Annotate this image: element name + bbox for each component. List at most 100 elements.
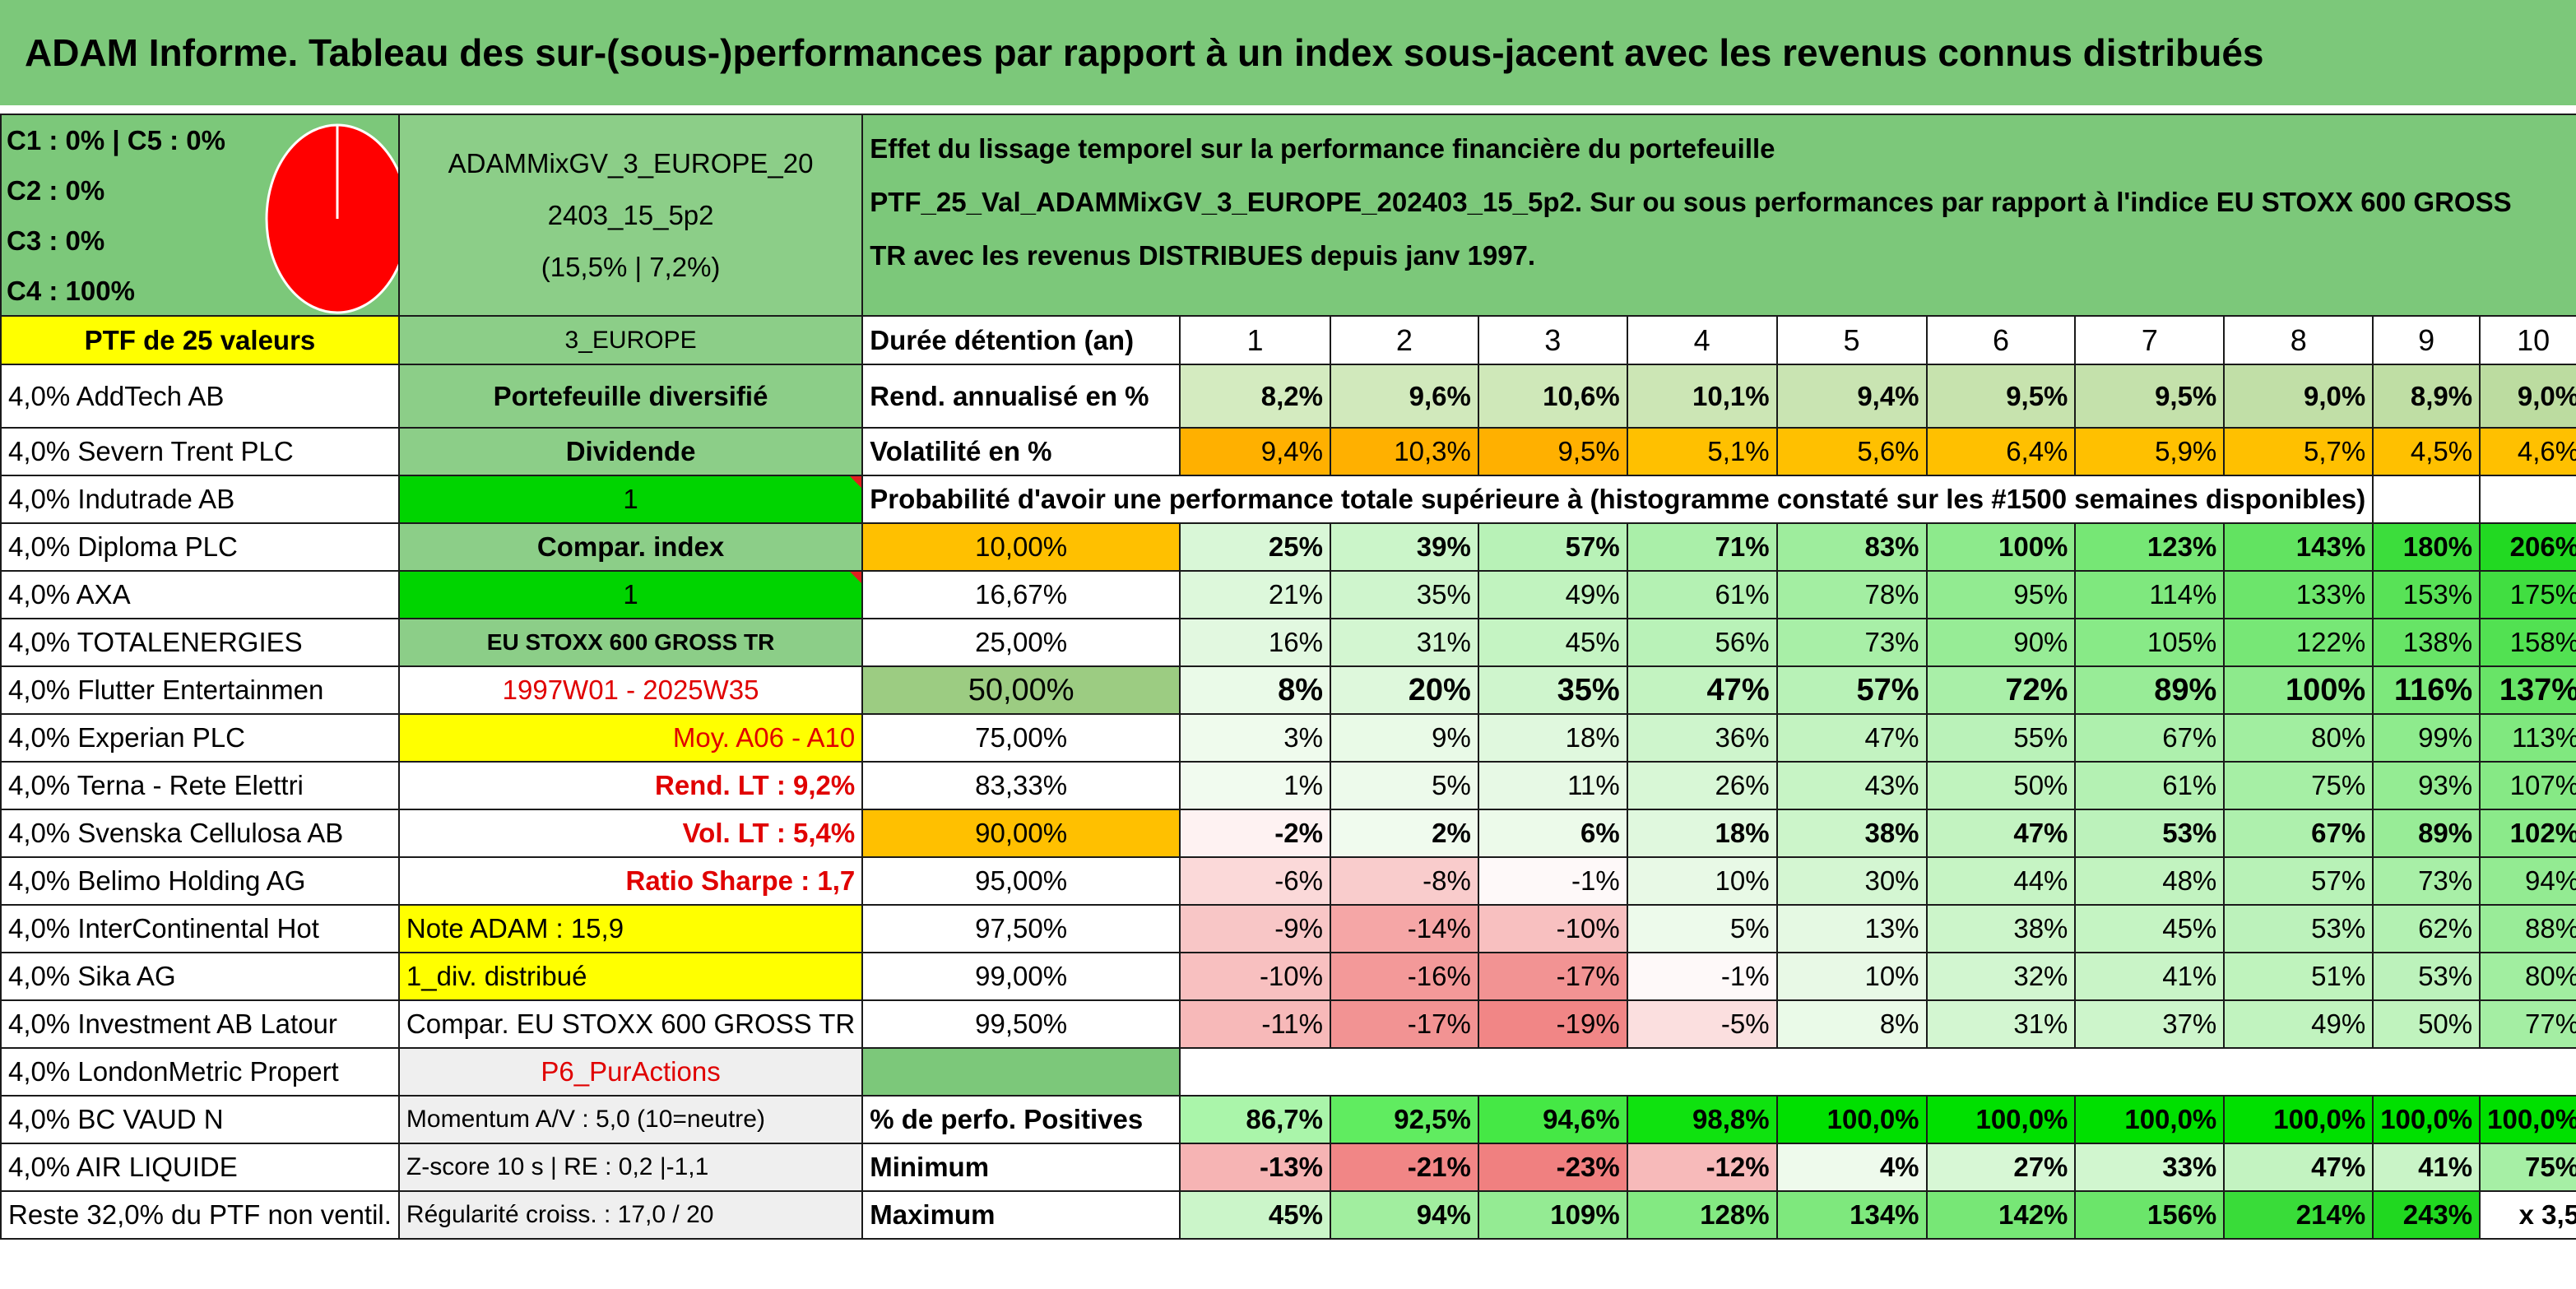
summary-value: 94% — [1329, 1190, 1479, 1240]
probability-value: 72% — [1925, 665, 2077, 715]
probability-value: 88% — [2479, 904, 2576, 953]
return-value: 9,0% — [2223, 364, 2374, 429]
probability-row: 4,0% Flutter Entertainmen 1997W01 - 2025W… — [0, 665, 2576, 715]
compar-label: Compar. EU STOXX 600 GROSS TR — [397, 999, 864, 1049]
summary-value: 214% — [2223, 1190, 2374, 1240]
probability-value: 51% — [2223, 952, 2374, 1001]
probability-value: 83% — [1775, 522, 1928, 572]
probability-value: 53% — [2372, 952, 2481, 1001]
minimum-row: 4,0% AIR LIQUIDE Z-score 10 s | RE : 0,2 … — [0, 1143, 2576, 1192]
probability-value: -14% — [1329, 904, 1479, 953]
probability-row: 4,0% InterContinental Hot Note ADAM : 15,… — [0, 904, 2576, 953]
probability-level: 75,00% — [861, 713, 1181, 763]
holding-item: 4,0% LondonMetric Propert — [0, 1047, 400, 1097]
probability-value: -17% — [1329, 999, 1479, 1049]
probability-value: 158% — [2479, 618, 2576, 667]
summary-value: 98,8% — [1626, 1095, 1778, 1144]
spacer-cell — [1179, 1047, 2576, 1097]
volatility-value: 9,4% — [1179, 427, 1331, 476]
probability-value: 35% — [1477, 665, 1628, 715]
volatility-row: 4,0% Severn Trent PLC Dividende Volatilité… — [0, 427, 2576, 476]
return-value: 8,9% — [2372, 364, 2481, 429]
return-value: 9,4% — [1775, 364, 1928, 429]
summary-value: 100,0% — [2223, 1095, 2374, 1144]
probability-value: 175% — [2479, 570, 2576, 619]
probability-value: 94% — [2479, 856, 2576, 906]
probability-value: 50% — [1925, 761, 2077, 810]
probability-value: 123% — [2074, 522, 2226, 572]
year-header: 10 — [2479, 315, 2576, 365]
allocation-pie-chart — [265, 123, 397, 314]
probability-value: -19% — [1477, 999, 1628, 1049]
probability-value: 80% — [2223, 713, 2374, 763]
probability-value: 57% — [1477, 522, 1628, 572]
holding-item: 4,0% InterContinental Hot — [0, 904, 400, 953]
pie-legend-item: C3 : 0% — [7, 225, 105, 256]
probability-level: 99,50% — [861, 999, 1181, 1049]
summary-value: 243% — [2372, 1190, 2481, 1240]
summary-value: -12% — [1626, 1143, 1778, 1192]
probability-value: 31% — [1925, 999, 2077, 1049]
summary-value: 100,0% — [2479, 1095, 2576, 1144]
lt-metric: Rend. LT : 9,2% — [397, 761, 864, 810]
return-value: 9,6% — [1329, 364, 1479, 429]
summary-value: 92,5% — [1329, 1095, 1479, 1144]
probability-value: 32% — [1925, 952, 2077, 1001]
portfolio-name-line: ADAMMixGV_3_EUROPE_20 — [448, 148, 814, 179]
volatility-value: 5,9% — [2074, 427, 2226, 476]
probability-value: -11% — [1179, 999, 1331, 1049]
probability-value: 6% — [1477, 809, 1628, 858]
portfolio-description-cell: Effet du lissage temporel sur la perform… — [861, 114, 2576, 317]
volatility-value: 4,5% — [2372, 427, 2481, 476]
probability-level: 99,00% — [861, 952, 1181, 1001]
probability-value: 89% — [2372, 809, 2481, 858]
year-header: 6 — [1925, 315, 2077, 365]
summary-value: 27% — [1925, 1143, 2077, 1192]
probability-value: 30% — [1775, 856, 1928, 906]
probability-value: 133% — [2223, 570, 2374, 619]
probability-value: 67% — [2074, 713, 2226, 763]
summary-value: 109% — [1477, 1190, 1628, 1240]
year-header: 3 — [1477, 315, 1628, 365]
year-header: 1 — [1179, 315, 1331, 365]
pie-legend-item: C1 : 0% | C5 : 0% — [7, 125, 225, 155]
probability-value: 138% — [2372, 618, 2481, 667]
probability-value: -1% — [1626, 952, 1778, 1001]
probability-level: 50,00% — [861, 665, 1181, 715]
probability-value: 38% — [1775, 809, 1928, 858]
holding-item: 4,0% Severn Trent PLC — [0, 427, 400, 476]
probability-value: -10% — [1179, 952, 1331, 1001]
description-line: PTF_25_Val_ADAMMixGV_3_EUROPE_202403_15_… — [870, 187, 2512, 217]
probability-value: 137% — [2479, 665, 2576, 715]
blank-cell — [2372, 475, 2481, 524]
probability-value: 43% — [1775, 761, 1928, 810]
year-header: 8 — [2223, 315, 2374, 365]
probability-value: 21% — [1179, 570, 1331, 619]
ratio-value: x 3,5 — [2479, 1190, 2576, 1240]
holding-item: 4,0% AddTech AB — [0, 364, 400, 429]
holding-item: 4,0% Experian PLC — [0, 713, 400, 763]
probability-value: 49% — [2223, 999, 2374, 1049]
probability-value: 45% — [1477, 618, 1628, 667]
summary-value: 41% — [2372, 1143, 2481, 1192]
year-header: 7 — [2074, 315, 2226, 365]
positive-perf-row: 4,0% BC VAUD N Momentum A/V : 5,0 (10=neu… — [0, 1095, 2576, 1144]
report-title-banner: ADAM Informe. Tableau des sur-(sous-)per… — [0, 0, 2576, 105]
probability-value: -1% — [1477, 856, 1628, 906]
pie-cell: C1 : 0% | C5 : 0% C2 : 0% C3 : 0% C4 : 100% — [0, 114, 400, 317]
probability-value: 89% — [2074, 665, 2226, 715]
probability-row: 4,0% TOTALENERGIES EU STOXX 600 GROSS TR 2… — [0, 618, 2576, 667]
return-value: 9,5% — [1925, 364, 2077, 429]
summary-value: 100,0% — [1775, 1095, 1928, 1144]
probability-row: 4,0% Belimo Holding AG Ratio Sharpe : 1,7… — [0, 856, 2576, 906]
summary-value: 45% — [1179, 1190, 1331, 1240]
lt-metric: Vol. LT : 5,4% — [397, 809, 864, 858]
summary-value: 33% — [2074, 1143, 2226, 1192]
probability-value: 11% — [1477, 761, 1628, 810]
probability-value: 71% — [1626, 522, 1778, 572]
probability-value: 39% — [1329, 522, 1479, 572]
pie-legend-item: C2 : 0% — [7, 175, 105, 206]
probability-value: 13% — [1775, 904, 1928, 953]
report-title: ADAM Informe. Tableau des sur-(sous-)per… — [25, 31, 2264, 74]
holding-item: Reste 32,0% du PTF non ventil. — [0, 1190, 400, 1240]
